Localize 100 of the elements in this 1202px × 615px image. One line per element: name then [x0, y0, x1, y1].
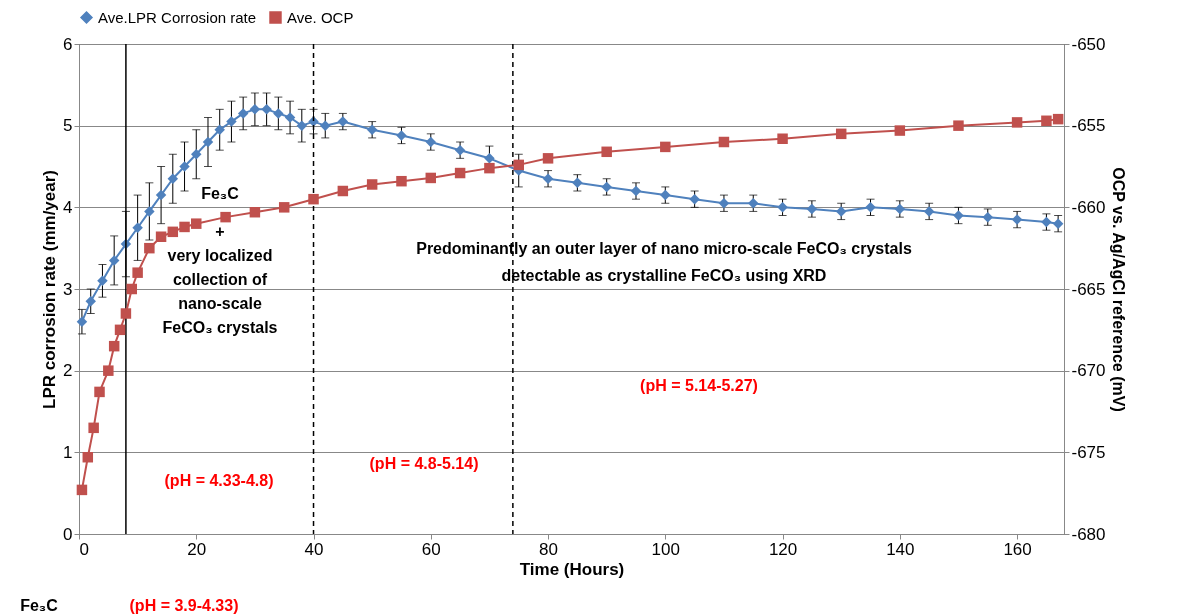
y-axis-title: LPR corrosion rate (mm/year) — [40, 169, 60, 410]
y2-tick-label: -680 — [1071, 524, 1106, 544]
annotation: Predominantly an outer layer of nano micro-scale FeCO₃ crystals — [416, 240, 912, 257]
point — [660, 141, 671, 153]
point — [179, 161, 190, 172]
point — [214, 124, 225, 135]
point — [1011, 117, 1023, 128]
point — [144, 242, 155, 254]
point — [396, 130, 407, 141]
x-tick-label: 100 — [651, 539, 680, 559]
point — [366, 179, 378, 190]
point — [296, 120, 308, 131]
y2-axis-title: OCP vs. Ag/AgCl reference (mV) — [1109, 167, 1127, 412]
point — [103, 365, 114, 376]
point — [220, 211, 231, 223]
point — [167, 173, 179, 184]
y-tick-label: 0 — [63, 524, 73, 544]
point — [144, 206, 155, 217]
point — [320, 120, 331, 131]
point — [191, 149, 202, 160]
point — [308, 193, 319, 205]
point — [179, 221, 190, 233]
x-tick-label: 120 — [768, 539, 798, 559]
point — [366, 124, 378, 135]
text: (pH = 3.9-4.33) — [129, 597, 239, 614]
annotation: FeCO₃ crystals — [162, 319, 278, 336]
y2-tick-label: -655 — [1071, 116, 1106, 136]
point — [337, 185, 349, 197]
x-tick-label: 40 — [304, 539, 324, 559]
point — [82, 451, 94, 463]
point — [894, 125, 906, 136]
y-tick-label: 3 — [63, 279, 73, 299]
point — [76, 484, 88, 496]
point — [237, 108, 249, 119]
x-tick-label: 160 — [1003, 539, 1032, 559]
x-tick-label: 20 — [187, 539, 207, 559]
point — [777, 202, 788, 213]
point — [76, 316, 88, 327]
point — [167, 226, 179, 238]
point — [88, 422, 99, 434]
point — [132, 267, 143, 278]
point — [114, 324, 126, 336]
annotation: (pH = 4.33-4.8) — [164, 472, 274, 489]
point — [777, 133, 788, 144]
annotation: detectable as crystalline FeCO₃ using XRD — [501, 267, 827, 284]
point — [1011, 214, 1023, 225]
point — [108, 255, 120, 266]
point — [601, 181, 612, 193]
point — [484, 162, 495, 174]
point — [542, 153, 554, 164]
x-tick-label: 0 — [79, 539, 89, 559]
point — [396, 175, 407, 187]
point — [120, 308, 132, 319]
point — [191, 218, 202, 229]
y-tick-label: 5 — [63, 116, 73, 136]
x-tick-label: 60 — [421, 539, 441, 559]
point — [1052, 113, 1064, 125]
point — [660, 189, 671, 201]
legend-label: Ave. OCP — [287, 8, 354, 26]
point — [155, 231, 167, 242]
point — [484, 153, 495, 164]
point — [85, 296, 96, 307]
point — [1041, 115, 1052, 127]
point — [132, 222, 143, 233]
annotation: + — [215, 223, 225, 240]
annotation: nano-scale — [178, 295, 262, 312]
x-axis-title: Time (Hours) — [519, 559, 625, 579]
point — [337, 116, 349, 127]
point — [249, 206, 261, 218]
point — [278, 202, 290, 213]
point — [261, 104, 272, 115]
point — [425, 172, 437, 184]
point — [835, 128, 847, 140]
y2-tick-label: -650 — [1071, 34, 1106, 54]
point — [865, 202, 876, 213]
y-tick-label: 6 — [63, 34, 73, 54]
point — [108, 340, 120, 352]
point — [748, 198, 759, 209]
y-tick-label: 2 — [63, 361, 73, 381]
point — [542, 173, 554, 184]
point — [1052, 218, 1064, 229]
annotation: Fe₃C — [201, 185, 240, 202]
point — [718, 136, 730, 148]
annotation: (pH = 4.8-5.14) — [369, 455, 479, 472]
y-tick-label: 1 — [63, 442, 73, 462]
annotation: (pH = 5.14-5.27) — [640, 377, 758, 394]
point — [97, 275, 108, 287]
legend-label: Ave.LPR Corrosion rate — [98, 8, 257, 26]
text: Fe₃C — [20, 597, 59, 614]
y2-tick-label: -660 — [1071, 197, 1106, 217]
point — [601, 146, 612, 158]
x-tick-label: 140 — [886, 539, 915, 559]
point — [923, 206, 935, 217]
point — [835, 206, 847, 217]
y2-tick-label: -665 — [1071, 279, 1106, 299]
annotation: collection of — [172, 271, 268, 288]
point — [94, 386, 105, 398]
point — [953, 120, 964, 131]
point — [454, 167, 466, 179]
y-tick-label: 4 — [63, 197, 73, 217]
